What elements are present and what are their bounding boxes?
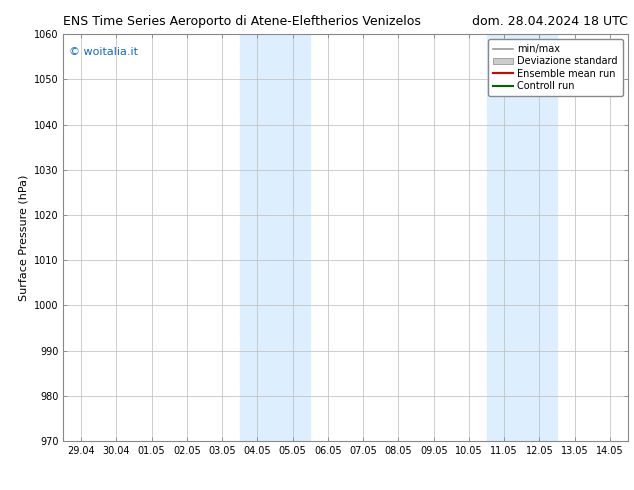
Text: dom. 28.04.2024 18 UTC: dom. 28.04.2024 18 UTC bbox=[472, 15, 628, 28]
Bar bbox=[487, 34, 557, 441]
Text: © woitalia.it: © woitalia.it bbox=[69, 47, 138, 56]
Y-axis label: Surface Pressure (hPa): Surface Pressure (hPa) bbox=[18, 174, 29, 301]
Bar bbox=[240, 34, 310, 441]
Legend: min/max, Deviazione standard, Ensemble mean run, Controll run: min/max, Deviazione standard, Ensemble m… bbox=[488, 39, 623, 96]
Text: ENS Time Series Aeroporto di Atene-Eleftherios Venizelos: ENS Time Series Aeroporto di Atene-Eleft… bbox=[63, 15, 421, 28]
